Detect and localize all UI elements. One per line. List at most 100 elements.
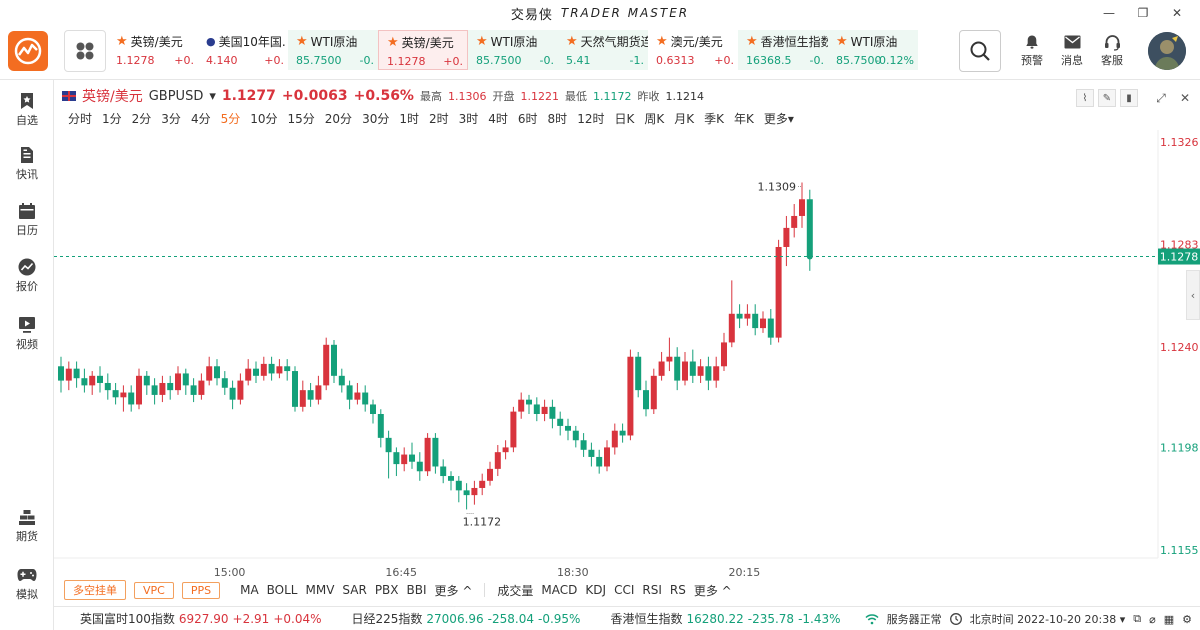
grid-icon [76, 42, 94, 60]
bottom-index[interactable]: 日经225指数 27006.96 -258.04 -0.95% [352, 610, 585, 627]
y-tick-label: 1.1155 [1160, 544, 1199, 557]
instrument-dropdown-icon[interactable]: ▾ [209, 88, 216, 104]
minimize-button[interactable]: — [1103, 6, 1115, 20]
main-indicator[interactable]: MMV [305, 583, 335, 597]
ticker-item[interactable]: ★ WTI原油 85.7500 -0.12% [828, 30, 918, 70]
timeframe-option[interactable]: 4分 [190, 112, 211, 126]
open-value: 1.1221 [520, 89, 559, 103]
main-indicator[interactable]: BBI [406, 583, 427, 597]
timeframe-option[interactable]: 5分 [220, 112, 241, 126]
line-tool-icon[interactable]: ⌇ [1076, 89, 1094, 107]
sidebar-item-quotes[interactable]: 报价 [0, 256, 54, 294]
timeframe-option[interactable]: 3分 [161, 112, 181, 126]
sidebar-item-news[interactable]: 快讯 [0, 144, 54, 182]
beijing-time[interactable]: 北京时间 2022-10-20 20:38 ▾ [969, 613, 1126, 626]
restore-button[interactable]: ❐ [1137, 6, 1149, 20]
main-indicator[interactable]: 更多 ^ [434, 583, 473, 598]
menu-grid-button[interactable] [64, 30, 106, 72]
timeframe-option[interactable]: 年K [733, 112, 754, 126]
sub-indicator[interactable]: RSI [642, 583, 662, 597]
ticker-item[interactable]: ★ 香港恒生指数 16368.5 -0. [738, 30, 828, 70]
indicator-tag[interactable]: VPC [134, 581, 174, 599]
bottom-index-bar: 英国富时100指数 6927.90 +2.91 +0.04% 日经225指数 27006.… [54, 606, 1200, 630]
sidebar-item-watchlist[interactable]: 自选 [0, 90, 54, 128]
candle-body [650, 375, 657, 410]
timeframe-option[interactable]: 季K [704, 112, 724, 126]
timeframe-option[interactable]: 月K [674, 112, 695, 126]
timeframe-option[interactable]: 2分 [131, 112, 152, 126]
candle-body [331, 344, 337, 376]
main-indicator[interactable]: PBX [374, 583, 399, 597]
collapse-panel-button[interactable]: ‹ [1186, 270, 1200, 320]
attach-icon[interactable]: ⌀ [1149, 612, 1156, 626]
ticker-item[interactable]: ★ 澳元/美元 0.6313 +0. [648, 30, 738, 70]
instrument-code[interactable]: GBPUSD [148, 88, 204, 104]
prev-close-value: 1.1214 [665, 89, 704, 103]
timeframe-option[interactable]: 8时 [547, 112, 568, 126]
ticker-item[interactable]: ★ WTI原油 85.7500 -0. [288, 30, 378, 70]
timeframe-option[interactable]: 1分 [102, 112, 122, 126]
timeframe-option[interactable]: 10分 [250, 112, 278, 126]
message-button[interactable]: 消息 [1056, 32, 1088, 68]
ticker-item[interactable]: ★ 天然气期货连 5.41 -1. [558, 30, 648, 70]
sub-indicator[interactable]: 成交量 [497, 583, 534, 598]
settings-icon[interactable]: ⚙ [1182, 612, 1192, 626]
bottom-index[interactable]: 香港恒生指数 16280.22 -235.78 -1.43% [610, 610, 844, 627]
indicator-tool-icon[interactable]: ▮ [1120, 89, 1138, 107]
indicator-tag[interactable]: 多空挂单 [64, 580, 126, 600]
timeframe-option[interactable]: 2时 [428, 112, 449, 126]
timeframe-option[interactable]: 3时 [458, 112, 479, 126]
sidebar-item-futures[interactable]: 期货 [0, 506, 54, 544]
ticker-strip: ★ 英镑/美元 1.1278 +0. ● 美国10年国. 4.140 +0. ★ WTI原油 85.… [108, 30, 952, 70]
draw-tool-icon[interactable]: ✎ [1098, 89, 1116, 107]
sidebar-item-video[interactable]: 视频 [0, 314, 54, 352]
sub-indicator[interactable]: 更多 ^ [693, 583, 732, 598]
index-name: 日经225指数 [351, 612, 423, 626]
sub-indicator[interactable]: CCI [614, 583, 635, 597]
ticker-item[interactable]: ★ 英镑/美元 1.1278 +0. [378, 30, 468, 70]
timeframe-option[interactable]: 30分 [362, 112, 390, 126]
timeframe-option[interactable]: 周K [644, 112, 665, 126]
instrument-name[interactable]: 英镑/美元 [82, 89, 143, 105]
timeframe-option[interactable]: 15分 [287, 112, 315, 126]
main-indicator[interactable]: BOLL [266, 583, 298, 597]
timeframe-option[interactable]: 6时 [517, 112, 538, 126]
index-pct: -1.43% [798, 612, 841, 626]
candle-body [510, 411, 517, 448]
grid-layout-icon[interactable]: ▦ [1163, 612, 1175, 626]
timeframe-option[interactable]: 日K [614, 112, 635, 126]
close-button[interactable]: ✕ [1171, 6, 1183, 20]
candlestick-chart[interactable]: 1.1326 1.1283 1.1240 1.1198 1.1155 15:00 16:45… [54, 130, 1200, 580]
ticker-item[interactable]: ● 美国10年国. 4.140 +0. [198, 30, 288, 70]
service-button[interactable]: 客服 [1096, 32, 1128, 68]
alert-button[interactable]: 预警 [1016, 32, 1048, 68]
close-chart-icon[interactable]: ✕ [1179, 91, 1191, 105]
main-indicator[interactable]: SAR [342, 583, 367, 597]
expand-icon[interactable]: ⤢ [1156, 90, 1166, 105]
main-indicator[interactable]: MA [240, 583, 259, 597]
ticker-item[interactable]: ★ WTI原油 85.7500 -0. [468, 30, 558, 70]
ticker-change: -0. [359, 54, 374, 67]
timeframe-option[interactable]: 更多▾ [763, 112, 794, 126]
sidebar-item-calendar[interactable]: 日历 [0, 200, 54, 238]
sub-indicator[interactable]: RS [669, 583, 686, 597]
bottom-index[interactable]: 英国富时100指数 6927.90 +2.91 +0.04% [80, 610, 326, 627]
sidebar-label-news: 快讯 [16, 168, 38, 181]
candle-body [682, 361, 688, 381]
ticker-quote: 85.7500 -0.12% [836, 54, 918, 67]
timeframe-option[interactable]: 20分 [324, 112, 353, 126]
timeframe-option[interactable]: 1时 [399, 112, 419, 126]
sub-indicator[interactable]: KDJ [585, 583, 607, 597]
user-avatar[interactable] [1148, 32, 1186, 70]
timeframe-option[interactable]: 12时 [577, 112, 605, 126]
candle-body [338, 375, 345, 386]
sub-indicator[interactable]: MACD [541, 583, 578, 597]
window-layout-icon[interactable]: ⧉ [1133, 612, 1142, 625]
indicator-tag[interactable]: PPS [181, 581, 221, 599]
app-logo[interactable] [8, 31, 48, 71]
timeframe-option[interactable]: 4时 [488, 112, 508, 126]
ticker-item[interactable]: ★ 英镑/美元 1.1278 +0. [108, 30, 198, 70]
timeframe-option[interactable]: 分时 [68, 112, 93, 126]
search-button[interactable] [959, 30, 1001, 72]
sidebar-item-simulate[interactable]: 模拟 [0, 564, 54, 602]
